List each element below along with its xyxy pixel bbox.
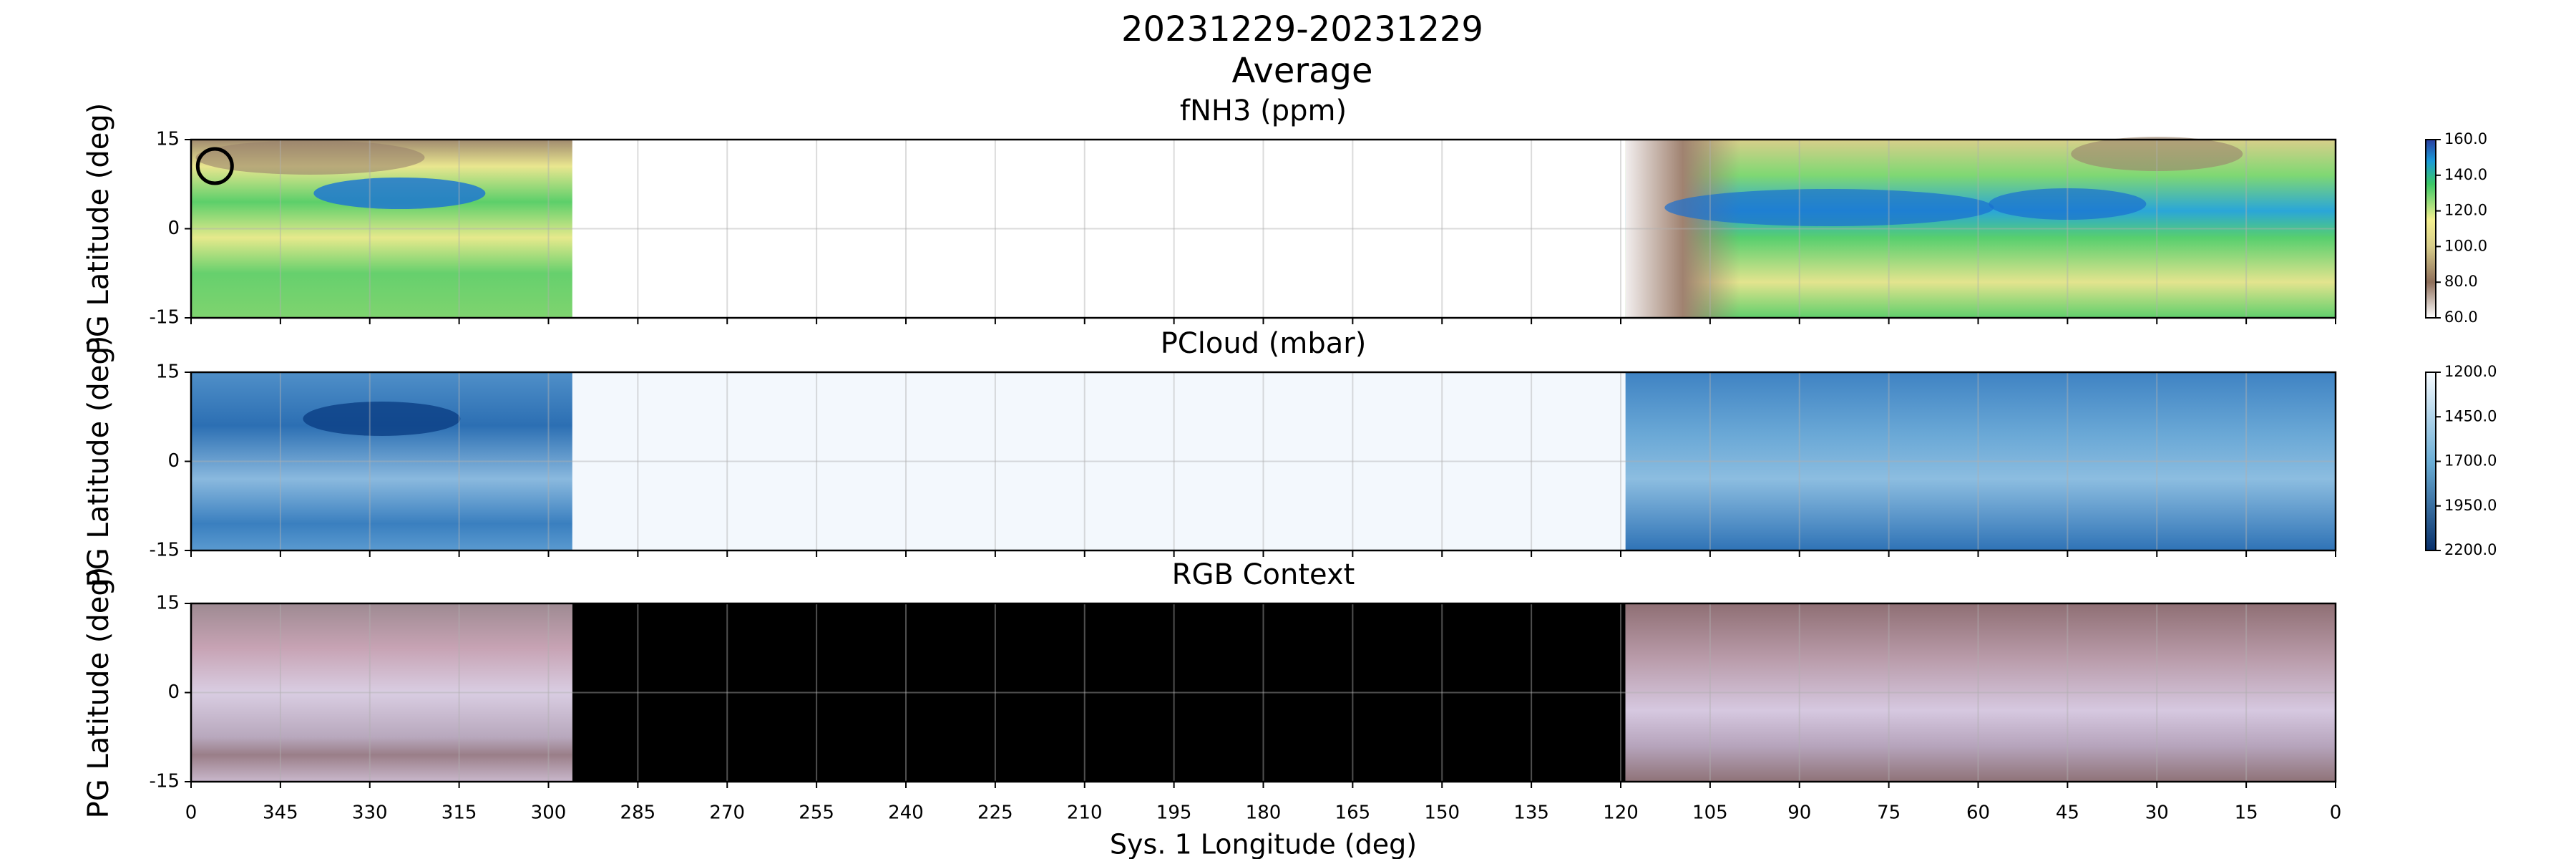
x-tick-label: 0 (185, 802, 197, 824)
colorbar-tick-label: 160.0 (2444, 130, 2487, 147)
x-tick-label: 285 (620, 802, 656, 824)
suptitle: Average (1231, 51, 1372, 91)
y-tick-label: 0 (167, 450, 180, 472)
image-region (1625, 603, 2336, 782)
x-tick-label: 90 (1787, 802, 1811, 824)
panel-title: PCloud (mbar) (1161, 327, 1367, 360)
image-region (1625, 140, 2336, 318)
colorbar-tick-label: 100.0 (2444, 237, 2487, 254)
colorbar (2425, 139, 2436, 319)
x-tick-label: 45 (2056, 802, 2079, 824)
x-tick-label: 150 (1424, 802, 1460, 824)
x-tick-label: 300 (531, 802, 567, 824)
axes-frame (190, 371, 2337, 552)
image-region (572, 372, 1626, 550)
colorbar-tick-label: 80.0 (2444, 273, 2478, 290)
image-layer (191, 137, 2336, 782)
x-tick-label: 60 (1966, 802, 1990, 824)
image-feature (313, 178, 486, 209)
colorbar-tick-label: 120.0 (2444, 202, 2487, 219)
x-tick-label: 165 (1335, 802, 1371, 824)
image-region (1625, 372, 2336, 550)
image-feature (303, 402, 461, 436)
colorbar-tick-label: 1700.0 (2444, 452, 2497, 470)
x-tick-label: 270 (709, 802, 745, 824)
y-tick-label: 15 (156, 361, 180, 383)
y-tick-label: -15 (150, 771, 180, 792)
x-tick-label: 345 (263, 802, 298, 824)
x-tick-label: 75 (1877, 802, 1901, 824)
colorbar-tick-label: 1200.0 (2444, 363, 2497, 380)
y-axis-label: PG Latitude (deg) (82, 103, 115, 355)
image-feature (1664, 189, 1994, 226)
image-feature (2071, 137, 2243, 171)
x-tick-label: 180 (1246, 802, 1282, 824)
colorbar (2425, 372, 2436, 551)
y-tick-label: 15 (156, 129, 180, 150)
x-axis-label: Sys. 1 Longitude (deg) (1110, 829, 1417, 859)
x-tick-label: 210 (1067, 802, 1103, 824)
y-tick-label: 15 (156, 593, 180, 614)
x-tick-label: 15 (2235, 802, 2258, 824)
y-axis-label: PG Latitude (deg) (82, 336, 115, 588)
x-tick-label: 105 (1692, 802, 1728, 824)
colorbar-tick-label: 2200.0 (2444, 541, 2497, 558)
x-tick-label: 195 (1156, 802, 1192, 824)
y-tick-label: -15 (150, 307, 180, 329)
panel-title: fNH3 (ppm) (1180, 94, 1347, 127)
axes-frame (190, 602, 2337, 783)
colorbar-tick-label: 1950.0 (2444, 497, 2497, 514)
x-tick-label: 255 (799, 802, 834, 824)
panel-title: RGB Context (1172, 558, 1355, 591)
x-tick-label: 135 (1513, 802, 1549, 824)
image-region (1625, 140, 1740, 318)
x-tick-label: 30 (2145, 802, 2169, 824)
x-tick-label: 240 (888, 802, 924, 824)
x-tick-label: 225 (977, 802, 1013, 824)
colorbar-tick-label: 140.0 (2444, 166, 2487, 183)
x-tick-label: 315 (441, 802, 477, 824)
image-region (572, 603, 1626, 782)
x-tick-label: 120 (1603, 802, 1639, 824)
image-region (191, 603, 572, 782)
x-tick-label: 0 (2330, 802, 2342, 824)
y-tick-label: 0 (167, 218, 180, 239)
image-feature (195, 140, 425, 175)
y-tick-label: -15 (150, 540, 180, 561)
image-feature (1989, 188, 2147, 220)
marker-circle (195, 147, 234, 185)
suptitle: 20231229-20231229 (1121, 9, 1483, 49)
colorbar-tick-label: 1450.0 (2444, 407, 2497, 424)
colorbar-tick-label: 60.0 (2444, 309, 2478, 326)
y-tick-label: 0 (167, 681, 180, 703)
x-tick-label: 330 (352, 802, 388, 824)
y-axis-label: PG Latitude (deg) (82, 567, 115, 819)
axes-frame (190, 138, 2337, 319)
